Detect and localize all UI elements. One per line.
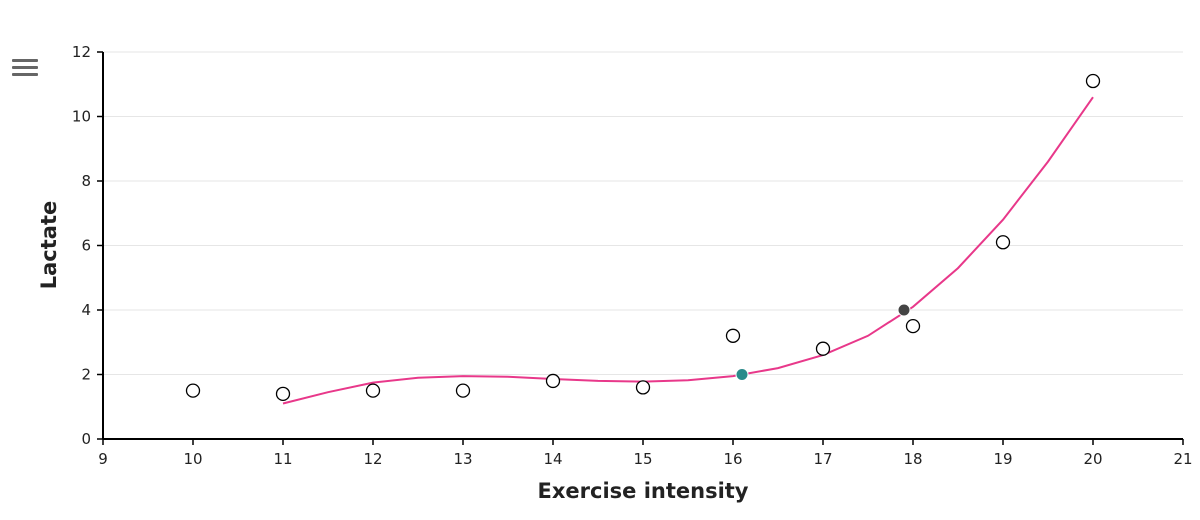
- y-tick-label: 10: [72, 108, 91, 126]
- data-point: [635, 380, 651, 395]
- data-point: [185, 383, 201, 398]
- data-points: [185, 73, 1101, 402]
- x-tick-label: 21: [1173, 450, 1192, 468]
- x-tick-label: 11: [273, 450, 292, 468]
- y-tick-label: 4: [81, 301, 91, 319]
- x-tick-label: 20: [1083, 450, 1102, 468]
- x-tick-label: 16: [723, 450, 742, 468]
- x-tick-label: 9: [98, 450, 108, 468]
- x-tick-label: 12: [363, 450, 382, 468]
- highlight-point: [735, 368, 749, 381]
- y-tick-label: 6: [81, 237, 91, 255]
- data-point: [545, 373, 561, 389]
- data-point: [725, 328, 741, 343]
- x-tick-label: 13: [453, 450, 472, 468]
- data-point: [275, 386, 291, 402]
- x-tick-label: 17: [813, 450, 832, 468]
- data-point: [995, 235, 1011, 250]
- x-axis-title: Exercise intensity: [538, 479, 749, 503]
- axes: 0 2 4 6 8 10 12 9 10 11 12 13 14 15 16 17 18 19 20 21: [72, 43, 1193, 468]
- gridlines: [103, 51, 1183, 375]
- data-point: [905, 318, 921, 334]
- data-point: [365, 383, 381, 398]
- hamburger-menu-icon[interactable]: [12, 55, 38, 79]
- y-axis-title: Lactate: [37, 201, 61, 290]
- highlight-point: [897, 303, 911, 317]
- x-tick-label: 14: [543, 450, 562, 468]
- x-tick-label: 19: [993, 450, 1012, 468]
- fit-curve-line: [282, 96, 1094, 405]
- data-point: [815, 341, 831, 356]
- x-tick-label: 10: [183, 450, 202, 468]
- x-tick-label: 18: [903, 450, 922, 468]
- y-tick-label: 12: [72, 43, 91, 61]
- x-tick-label: 15: [633, 450, 652, 468]
- data-point: [455, 383, 471, 398]
- y-tick-label: 0: [81, 430, 91, 448]
- y-tick-label: 2: [81, 366, 91, 384]
- y-tick-label: 8: [81, 172, 91, 190]
- fit-curve: [282, 96, 1094, 405]
- data-point: [1085, 73, 1101, 89]
